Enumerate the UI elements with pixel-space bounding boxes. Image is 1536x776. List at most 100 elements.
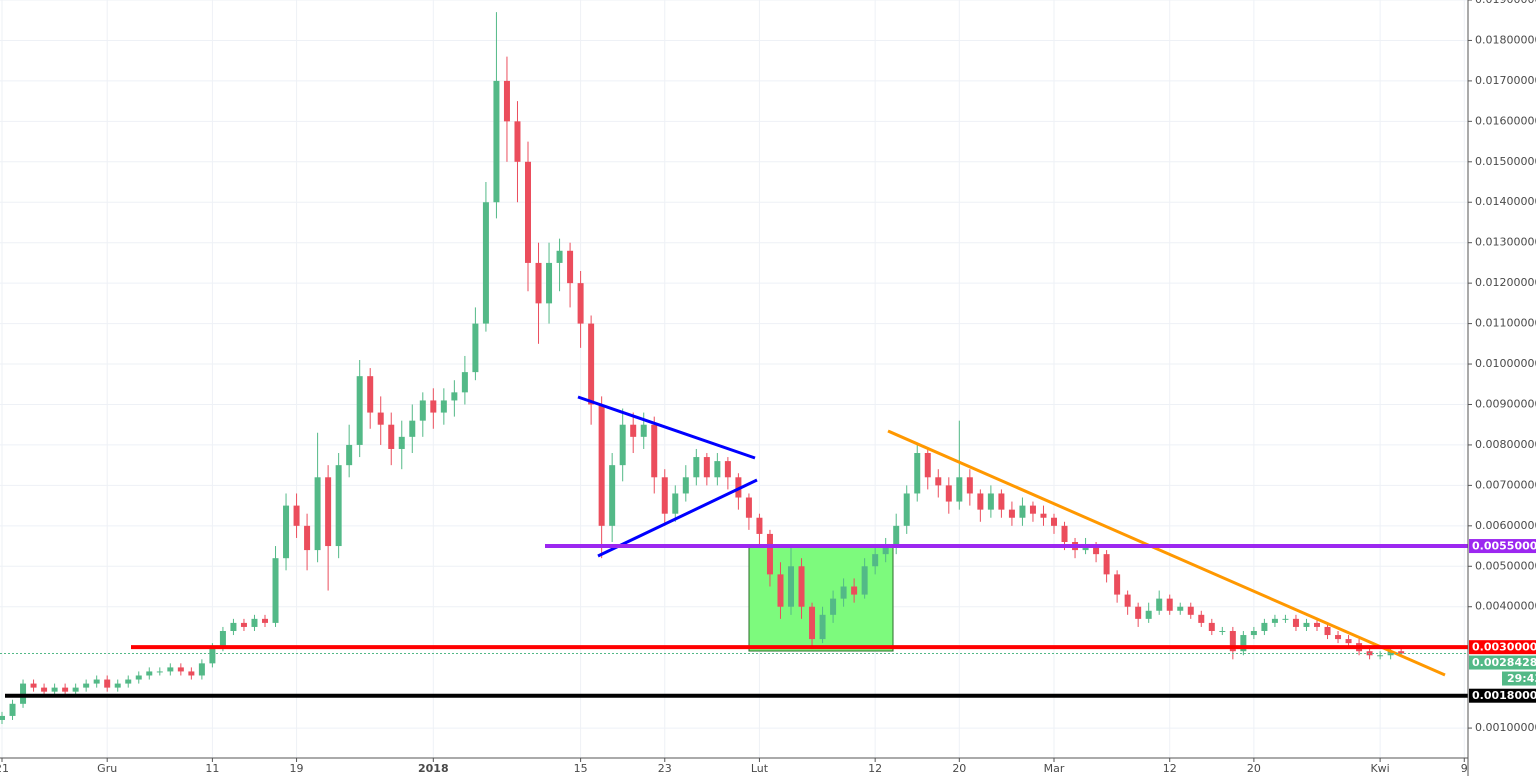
candle-body [1082,546,1089,551]
candle-body [1114,574,1121,595]
candle-body [388,424,395,449]
triangle-lower [597,478,758,558]
candle-body [977,493,984,510]
candle-body [1398,651,1405,654]
x-tick-label: 20 [952,762,966,775]
levels [0,544,1468,698]
y-tick-label: 0.01900000 [1475,0,1536,6]
y-tick-label: 0.01100000 [1475,317,1536,330]
x-tick-label: 19 [290,762,304,775]
candle-body [240,622,247,627]
grid [0,0,1468,758]
candle-body [472,323,479,373]
candle-body [93,679,100,684]
candle-body [209,647,216,664]
last-price-label: 0.00284288 [1472,656,1536,669]
candle-body [314,477,321,551]
x-tick-label: Gru [97,762,117,775]
level-tag [1469,688,1536,703]
candle-body [1377,655,1384,657]
candle-body [556,250,563,263]
candle-body [419,400,426,421]
candle-body [1156,598,1163,611]
y-tick-label: 0.01400000 [1475,195,1536,208]
candle-body [125,679,132,684]
candle-body [851,586,858,595]
candle-body [325,477,332,547]
candle-body [567,250,574,284]
y-tick-label: 0.00400000 [1475,600,1536,613]
candle-body [1166,598,1173,611]
y-tick-label: 0.00800000 [1475,438,1536,451]
y-tick-label: 0.00500000 [1475,559,1536,572]
candle-body [577,283,584,324]
candle-body [966,477,973,494]
candle-body [104,679,111,688]
candle-body [903,493,910,526]
candle-body [293,505,300,526]
candle-body [630,424,637,437]
candle-body [1282,618,1289,620]
candle-body [20,683,27,704]
candle-body [682,477,689,494]
candle-body [0,715,5,720]
candle-body [945,485,952,502]
trend-line [887,429,1446,677]
candle-body [1229,630,1236,652]
candle-body [335,465,342,547]
y-tick-label: 0.01000000 [1475,357,1536,370]
candle-body [272,558,279,623]
candle-body [1345,639,1352,644]
candle-body [188,671,195,676]
candle-body [609,465,616,526]
candle-body [1187,606,1194,615]
candle-body [440,400,447,413]
candle-body [640,424,647,437]
candle-body [1103,554,1110,575]
countdown-tag [1502,671,1536,686]
x-tick-label: 11 [205,762,219,775]
y-tick-label: 0.00900000 [1475,397,1536,410]
candle-body [304,525,311,551]
candle-body [1208,622,1215,631]
candle-body [135,675,142,680]
candle-body [987,493,994,510]
level-tag [1469,640,1536,655]
candle-body [83,683,90,688]
candle-body [745,497,752,518]
candle-body [872,554,879,567]
y-tick-label: 0.01200000 [1475,276,1536,289]
candle-body [1177,606,1184,611]
x-tick-label: 9 [1461,762,1468,775]
candle-body [1240,635,1247,652]
candle-body [1219,630,1226,632]
x-tick-label: 20 [1247,762,1261,775]
candle-body [1093,546,1100,555]
candle-body [598,404,605,526]
candle-body [525,161,531,263]
x-tick-label: 15 [574,762,588,775]
candle-body [262,618,268,623]
candle-body [1198,614,1205,623]
candle-body [777,574,784,607]
candle-body [1303,622,1310,627]
candle-body [1040,513,1047,518]
candle-body [398,436,405,449]
y-tick-label: 0.01300000 [1475,236,1536,249]
candle-body [41,687,48,692]
candle-body [672,493,679,514]
candle-body [861,566,868,595]
y-tick-label: 0.00100000 [1475,721,1536,734]
candle-body [167,667,174,672]
candles [0,12,1405,725]
candle-body [514,121,521,162]
candle-body [283,505,290,559]
candle-body [1271,618,1278,623]
candle-body [356,376,363,445]
last-price-tag [1469,655,1536,670]
candle-body [924,453,931,478]
x-tick-label: 23 [658,762,672,775]
